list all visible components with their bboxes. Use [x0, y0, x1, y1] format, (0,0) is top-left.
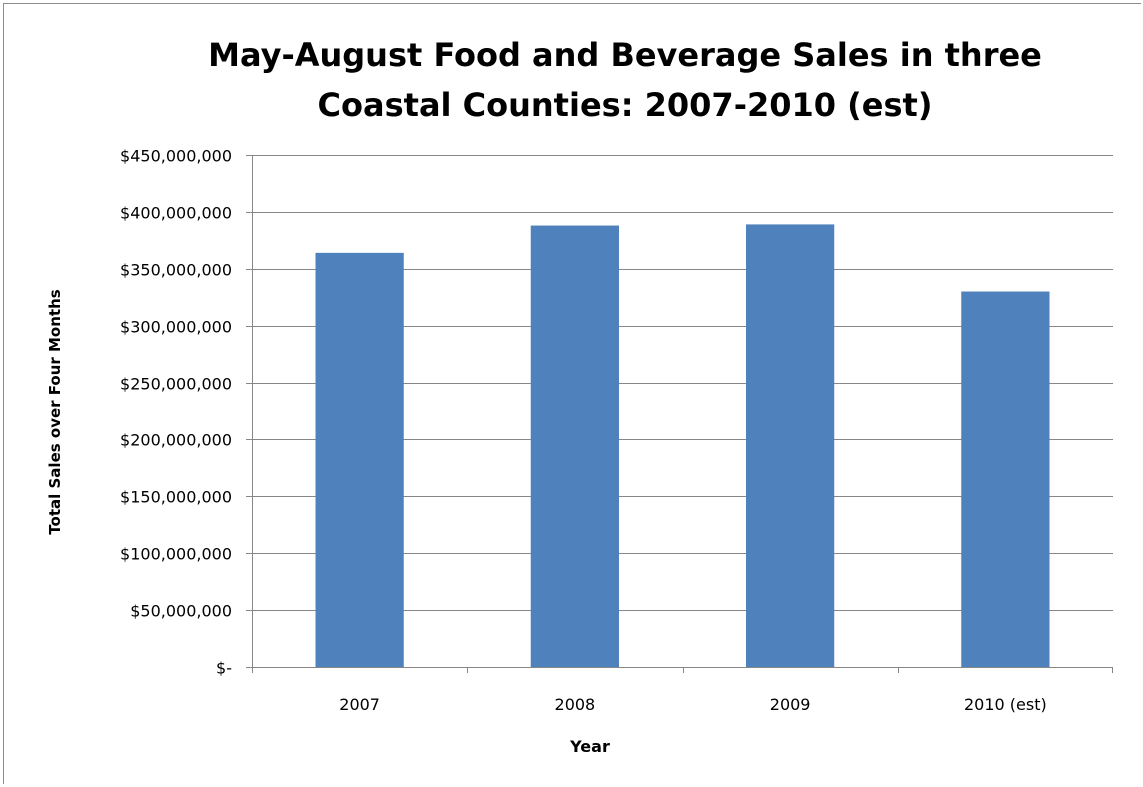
- y-tick-label: $200,000,000: [120, 431, 232, 450]
- x-tick-label: 2009: [770, 695, 811, 714]
- x-axis-label: Year: [570, 737, 610, 756]
- bar-2009: [745, 224, 835, 667]
- y-tick-label: $300,000,000: [120, 318, 232, 337]
- y-tick-label: $150,000,000: [120, 488, 232, 507]
- chart-title: May-August Food and Beverage Sales in th…: [208, 36, 1042, 124]
- x-tick-label: 2007: [339, 695, 380, 714]
- y-tick-label: $350,000,000: [120, 261, 232, 280]
- bar-2007: [315, 252, 404, 668]
- x-tick-label: 2008: [555, 695, 596, 714]
- y-tick-label: $-: [216, 659, 232, 678]
- bar-2008: [530, 225, 620, 667]
- bar-2010-est-: [961, 291, 1050, 667]
- y-tick-label: $100,000,000: [120, 545, 232, 564]
- x-tick-label: 2010 (est): [964, 695, 1047, 714]
- y-tick-label: $50,000,000: [130, 602, 232, 621]
- chart-frame: [3, 3, 1141, 784]
- y-tick-label: $250,000,000: [120, 375, 232, 394]
- y-tick-label: $400,000,000: [120, 204, 232, 223]
- y-tick-label: $450,000,000: [120, 147, 232, 166]
